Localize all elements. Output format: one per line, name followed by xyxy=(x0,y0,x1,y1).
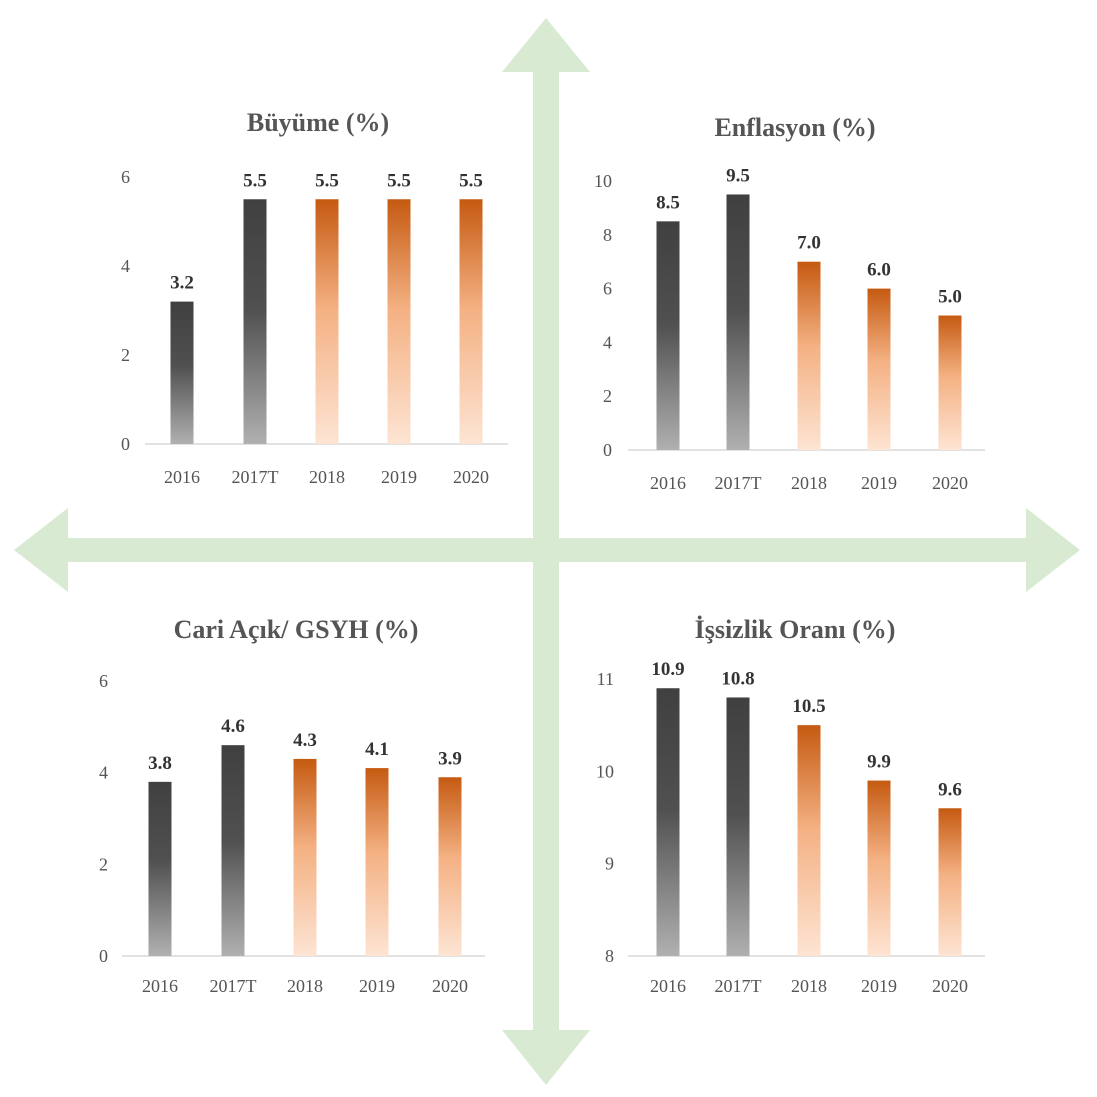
y-tick-label: 10 xyxy=(594,171,612,191)
y-tick-label: 4 xyxy=(121,256,130,276)
x-tick-label: 2020 xyxy=(932,976,968,996)
bar-2019 xyxy=(365,768,389,956)
bar-2019 xyxy=(867,780,891,956)
y-tick-label: 2 xyxy=(603,386,612,406)
chart-title: Büyüme (%) xyxy=(247,108,389,137)
x-tick-label: 2016 xyxy=(164,467,200,487)
x-tick-label: 2018 xyxy=(309,467,345,487)
data-label: 8.5 xyxy=(656,192,680,213)
y-tick-label: 4 xyxy=(99,763,108,783)
bar-2019 xyxy=(867,288,891,450)
horizontal-arrow-shaft xyxy=(62,538,1034,562)
chart-title: Enflasyon (%) xyxy=(714,113,875,142)
x-tick-label: 2020 xyxy=(432,976,468,996)
data-label: 9.5 xyxy=(726,165,750,186)
bar-2017T xyxy=(243,199,267,444)
data-label: 4.6 xyxy=(221,716,245,737)
x-tick-label: 2017T xyxy=(232,467,279,487)
data-label: 9.6 xyxy=(938,779,962,800)
x-tick-label: 2018 xyxy=(287,976,323,996)
bar-2017T xyxy=(726,697,750,956)
up-arrow-head-icon xyxy=(502,18,590,72)
y-tick-label: 10 xyxy=(596,761,614,781)
y-tick-label: 6 xyxy=(99,671,108,691)
y-tick-label: 2 xyxy=(121,345,130,365)
bar-2017T xyxy=(221,745,245,956)
data-label: 5.5 xyxy=(387,170,411,191)
bar-2016 xyxy=(170,301,194,444)
left-arrow-head-icon xyxy=(14,508,68,592)
x-tick-label: 2020 xyxy=(453,467,489,487)
x-tick-label: 2019 xyxy=(359,976,395,996)
data-label: 5.5 xyxy=(459,170,483,191)
bar-2018 xyxy=(797,261,821,450)
y-tick-label: 0 xyxy=(99,946,108,966)
bar-2020 xyxy=(938,808,962,956)
bar-2016 xyxy=(148,781,172,956)
data-label: 3.8 xyxy=(148,753,172,774)
data-label: 10.8 xyxy=(721,668,754,689)
data-label: 9.9 xyxy=(867,752,891,773)
data-label: 4.3 xyxy=(293,730,317,751)
x-tick-label: 2020 xyxy=(932,473,968,493)
chart-3: Cari Açık/ GSYH (%) 0 2 4 6 3.8 2016 4.6 2017T 4.… xyxy=(99,615,485,996)
cross-arrows xyxy=(14,18,1080,1085)
data-label: 7.0 xyxy=(797,233,821,254)
y-tick-label: 8 xyxy=(603,225,612,245)
data-label: 6.0 xyxy=(867,260,891,281)
chart-title: Cari Açık/ GSYH (%) xyxy=(174,615,419,644)
x-tick-label: 2016 xyxy=(650,473,686,493)
y-tick-label: 0 xyxy=(603,440,612,460)
x-tick-label: 2019 xyxy=(861,473,897,493)
bar-2019 xyxy=(387,199,411,444)
y-tick-label: 2 xyxy=(99,854,108,874)
y-tick-label: 4 xyxy=(603,332,612,352)
bar-2016 xyxy=(656,221,680,450)
bar-2017T xyxy=(726,194,750,450)
y-tick-label: 8 xyxy=(605,946,614,966)
bar-2020 xyxy=(938,315,962,450)
x-tick-label: 2019 xyxy=(861,976,897,996)
x-tick-label: 2016 xyxy=(142,976,178,996)
data-label: 3.2 xyxy=(170,273,194,294)
data-label: 10.9 xyxy=(651,659,684,680)
bar-2018 xyxy=(315,199,339,444)
data-label: 4.1 xyxy=(365,739,389,760)
bar-2018 xyxy=(293,758,317,956)
y-tick-label: 6 xyxy=(603,279,612,299)
data-label: 3.9 xyxy=(438,748,462,769)
data-label: 5.5 xyxy=(315,170,339,191)
x-tick-label: 2017T xyxy=(715,473,762,493)
x-tick-label: 2016 xyxy=(650,976,686,996)
chart-title: İşsizlik Oranı (%) xyxy=(695,615,896,644)
bar-2020 xyxy=(438,777,462,956)
bar-2016 xyxy=(656,688,680,956)
x-tick-label: 2018 xyxy=(791,473,827,493)
y-tick-label: 6 xyxy=(121,167,130,187)
x-tick-label: 2017T xyxy=(715,976,762,996)
data-label: 5.0 xyxy=(938,287,962,308)
data-label: 5.5 xyxy=(243,170,267,191)
bar-2020 xyxy=(459,199,483,444)
x-tick-label: 2019 xyxy=(381,467,417,487)
right-arrow-head-icon xyxy=(1026,508,1080,592)
chart-1: Büyüme (%) 0 2 4 6 3.2 2016 5.5 2017T 5.5 2018 5.5 2… xyxy=(121,108,508,487)
chart-2: Enflasyon (%) 0 2 4 6 8 10 8.5 2016 9.5 2017T 7.0 20… xyxy=(594,113,985,493)
y-tick-label: 9 xyxy=(605,854,614,874)
x-tick-label: 2018 xyxy=(791,976,827,996)
bar-2018 xyxy=(797,725,821,956)
y-tick-label: 11 xyxy=(597,669,614,689)
data-label: 10.5 xyxy=(792,696,825,717)
down-arrow-head-icon xyxy=(502,1030,590,1085)
x-tick-label: 2017T xyxy=(210,976,257,996)
chart-4: İşsizlik Oranı (%) 8 9 10 11 10.9 2016 10.8 2017… xyxy=(596,615,985,996)
y-tick-label: 0 xyxy=(121,434,130,454)
